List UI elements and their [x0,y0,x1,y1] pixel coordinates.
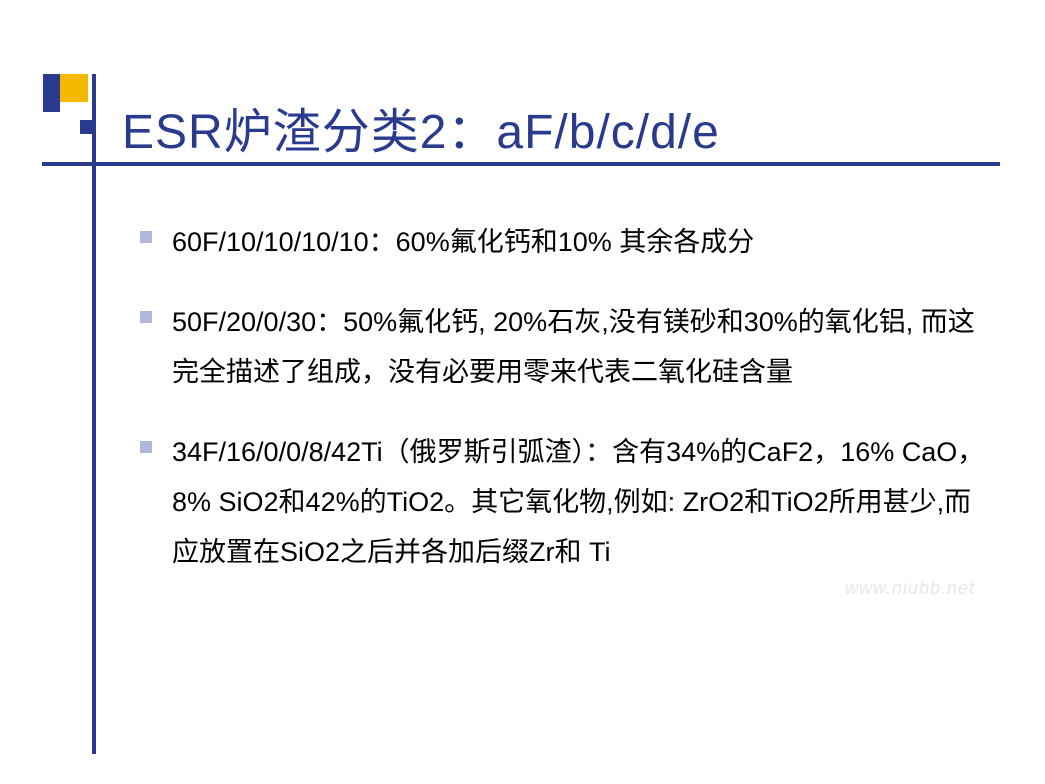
slide-content: 60F/10/10/10/10：60%氟化钙和10% 其余各成分 50F/20/… [140,218,990,608]
vertical-divider [92,74,96,754]
bullet-item: 50F/20/0/30：50%氟化钙, 20%石灰,没有镁砂和30%的氧化铝, … [140,298,990,398]
bullet-item: 60F/10/10/10/10：60%氟化钙和10% 其余各成分 [140,218,990,268]
bullet-text: 50F/20/0/30：50%氟化钙, 20%石灰,没有镁砂和30%的氧化铝, … [172,298,990,398]
bullet-text: 34F/16/0/0/8/42Ti（俄罗斯引弧渣）：含有34%的CaF2，16%… [172,428,990,578]
bullet-item: 34F/16/0/0/8/42Ti（俄罗斯引弧渣）：含有34%的CaF2，16%… [140,428,990,578]
bullet-text: 60F/10/10/10/10：60%氟化钙和10% 其余各成分 [172,218,754,268]
horizontal-divider [42,162,1000,166]
watermark: www.niubb.net [845,578,975,599]
bullet-marker-icon [140,311,152,323]
bullet-marker-icon [140,231,152,243]
deco-blue-large [43,74,60,112]
bullet-marker-icon [140,441,152,453]
deco-yellow [60,74,88,102]
slide-title: ESR炉渣分类2：aF/b/c/d/e [122,92,720,162]
